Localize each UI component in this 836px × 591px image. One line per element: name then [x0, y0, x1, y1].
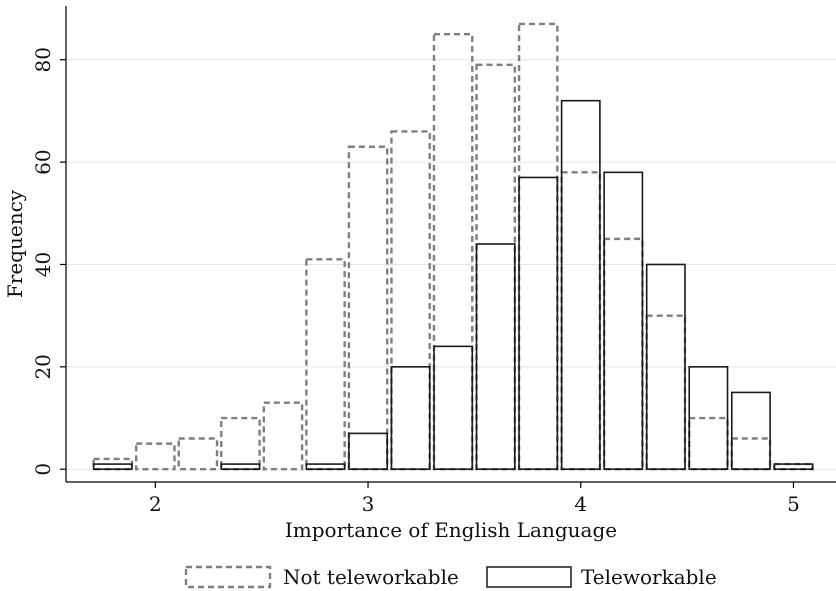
y-tick-label-0: 0 — [31, 463, 55, 476]
bar-teleworkable-4 — [560, 99, 601, 471]
y-tick-label-60: 60 — [31, 149, 55, 174]
legend-swatch-not-teleworkable — [184, 565, 272, 589]
y-axis-title: Frequency — [3, 189, 27, 298]
bar-not-teleworkable-2.4 — [220, 416, 261, 471]
bar-teleworkable-4.2 — [603, 171, 644, 471]
bar-teleworkable-1.8 — [92, 463, 133, 471]
bar-teleworkable-3.6 — [475, 243, 516, 471]
axes — [65, 6, 836, 483]
y-axis-ticks: 0 20 40 60 80 — [31, 47, 66, 476]
bar-not-teleworkable-2.6 — [262, 401, 304, 471]
bar-not-teleworkable-2.2 — [177, 437, 219, 471]
series-teleworkable-bars — [92, 99, 814, 471]
bar-not-teleworkable-4.2 — [602, 237, 644, 471]
bar-not-teleworkable-4 — [560, 171, 602, 471]
bar-not-teleworkable-2.8 — [305, 258, 346, 471]
x-tick-label-5: 5 — [787, 492, 800, 516]
x-tick-label-2: 2 — [149, 492, 162, 516]
legend-label-teleworkable: Teleworkable — [581, 565, 717, 589]
bar-teleworkable-5 — [773, 463, 814, 471]
bar-not-teleworkable-4.8 — [730, 437, 772, 471]
bar-teleworkable-3.2 — [390, 366, 431, 471]
bar-teleworkable-4.8 — [730, 391, 771, 471]
bar-teleworkable-3.4 — [433, 345, 474, 471]
x-axis-ticks: 2 3 4 5 — [149, 482, 800, 516]
bar-teleworkable-4.6 — [688, 366, 729, 471]
bar-teleworkable-3 — [348, 432, 388, 471]
x-tick-label-4: 4 — [574, 492, 587, 516]
y-tick-label-80: 80 — [31, 47, 55, 72]
bar-not-teleworkable-3.8 — [517, 22, 559, 471]
gridlines — [66, 59, 836, 470]
bar-not-teleworkable-3.6 — [475, 63, 517, 471]
legend-swatch-teleworkable — [486, 566, 572, 588]
bar-teleworkable-3.8 — [518, 176, 559, 471]
bar-teleworkable-4.4 — [645, 263, 686, 471]
bar-not-teleworkable-3 — [347, 145, 389, 471]
bar-not-teleworkable-3.4 — [432, 32, 474, 471]
legend: Not teleworkable Teleworkable — [184, 565, 717, 589]
bar-not-teleworkable-2 — [134, 442, 176, 471]
y-tick-label-40: 40 — [31, 252, 55, 277]
series-not-teleworkable-bars — [92, 22, 814, 471]
y-tick-label-20: 20 — [31, 354, 55, 379]
x-axis-title: Importance of English Language — [285, 518, 617, 542]
legend-label-not-teleworkable: Not teleworkable — [283, 565, 459, 589]
bar-not-teleworkable-4.4 — [645, 314, 687, 471]
bar-not-teleworkable-3.2 — [390, 130, 431, 471]
bar-not-teleworkable-4.6 — [688, 416, 729, 471]
bar-teleworkable-2.4 — [220, 463, 261, 471]
bar-teleworkable-2.8 — [305, 463, 346, 471]
x-tick-label-3: 3 — [362, 492, 375, 516]
